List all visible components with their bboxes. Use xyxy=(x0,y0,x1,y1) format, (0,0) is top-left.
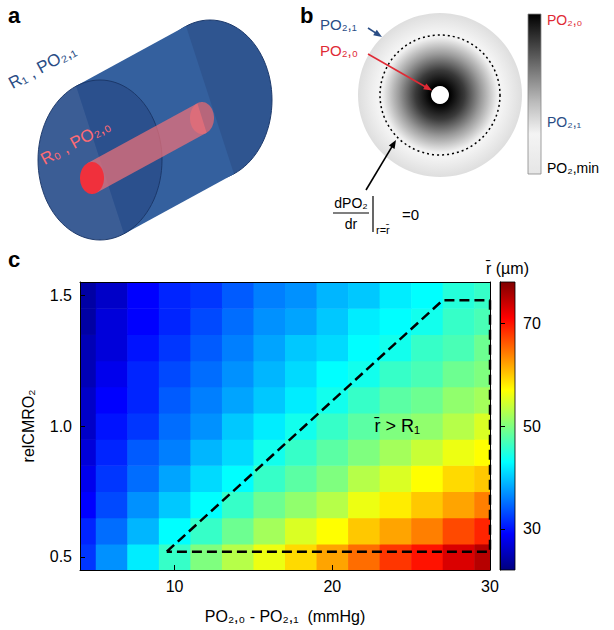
svg-text:70: 70 xyxy=(523,315,541,332)
svg-text:30: 30 xyxy=(481,578,499,595)
svg-text:r̄ (µm): r̄ (µm) xyxy=(485,260,529,277)
svg-text:PO₂,₁: PO₂,₁ xyxy=(547,114,582,130)
svg-text:R₁ , PO₂,₁: R₁ , PO₂,₁ xyxy=(5,41,79,93)
svg-text:PO₂,₀ - PO₂,₁ (mmHg): PO₂,₀ - PO₂,₁ (mmHg) xyxy=(205,608,365,625)
svg-text:20: 20 xyxy=(323,578,341,595)
svg-text:30: 30 xyxy=(523,520,541,537)
svg-text:1.0: 1.0 xyxy=(50,418,72,435)
svg-text:PO₂,₀: PO₂,₀ xyxy=(547,12,583,28)
svg-text:a: a xyxy=(8,3,21,28)
svg-text:dr: dr xyxy=(345,216,358,232)
svg-text:50: 50 xyxy=(523,418,541,435)
svg-text:c: c xyxy=(8,247,20,272)
svg-text:R₀ , PO₂,₀: R₀ , PO₂,₀ xyxy=(37,116,113,169)
svg-text:dPO₂: dPO₂ xyxy=(334,195,367,211)
svg-text:=0: =0 xyxy=(402,206,419,223)
svg-text:r=r̄: r=r̄ xyxy=(376,224,390,236)
svg-text:relCMRO₂: relCMRO₂ xyxy=(20,390,37,463)
svg-text:PO₂,₁: PO₂,₁ xyxy=(320,16,357,33)
svg-text:PO₂,₀: PO₂,₀ xyxy=(320,42,358,59)
svg-text:PO₂,min: PO₂,min xyxy=(547,160,599,176)
svg-text:10: 10 xyxy=(166,578,184,595)
svg-text:b: b xyxy=(300,3,313,28)
svg-text:0.5: 0.5 xyxy=(50,548,72,565)
svg-text:r̄ > R₁: r̄ > R₁ xyxy=(374,416,420,436)
svg-text:1.5: 1.5 xyxy=(50,287,72,304)
